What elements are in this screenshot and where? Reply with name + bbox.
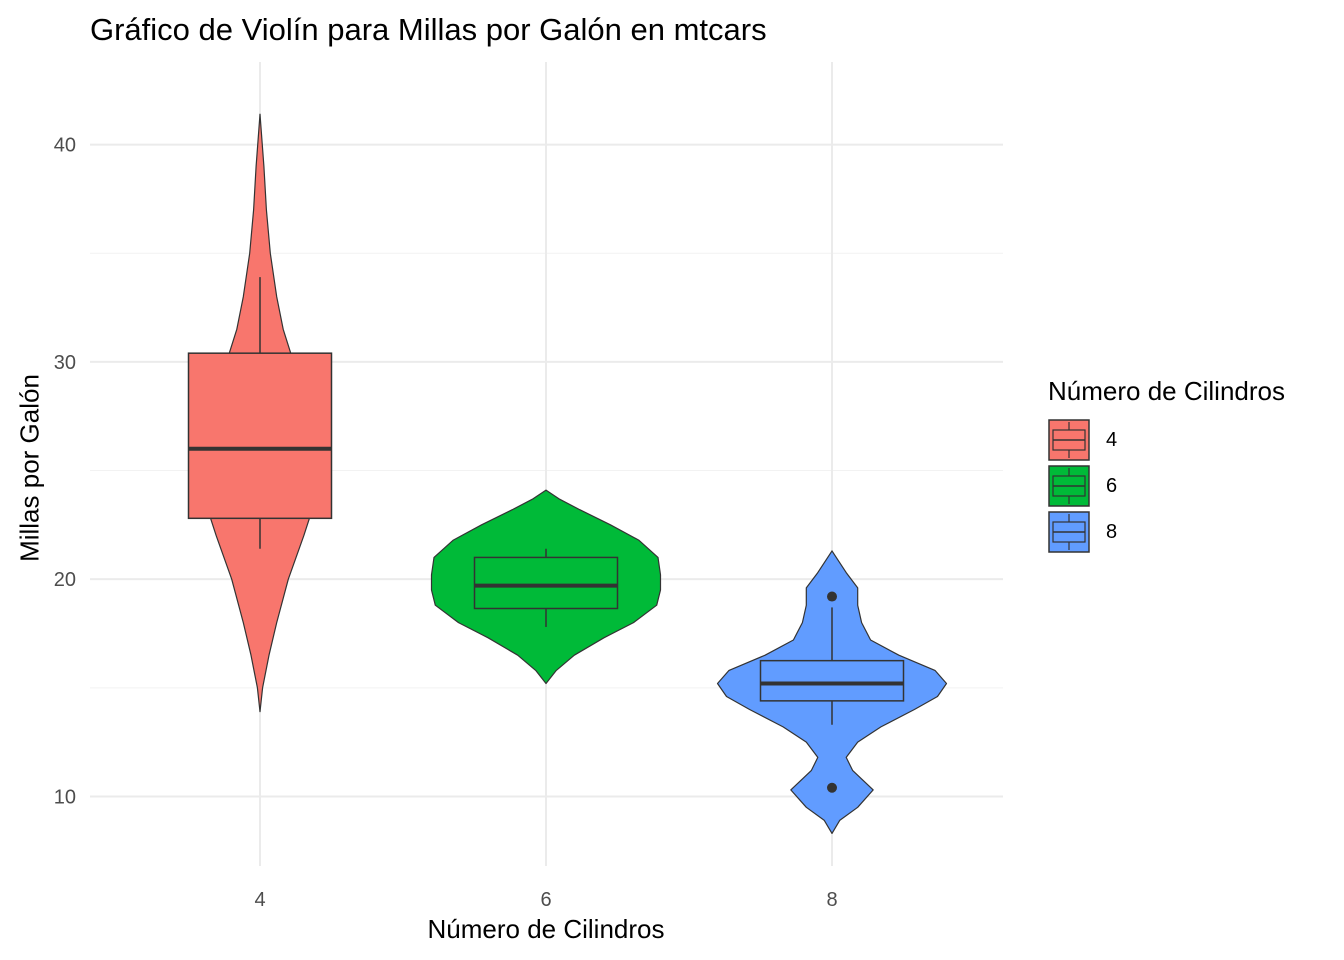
- x-axis-label: Número de Cilindros: [427, 914, 665, 944]
- x-tick-label: 4: [254, 889, 265, 911]
- x-tick-label: 8: [826, 889, 837, 911]
- outlier-point: [827, 591, 837, 602]
- y-tick-label: 20: [54, 569, 76, 591]
- y-tick-label: 30: [54, 352, 76, 374]
- chart-title: Gráfico de Violín para Millas por Galón …: [90, 12, 767, 47]
- y-tick-label: 40: [54, 135, 76, 157]
- legend-label-8: 8: [1106, 520, 1118, 543]
- box-8: [759, 659, 905, 702]
- y-tick-label: 10: [54, 786, 76, 808]
- box-6: [473, 556, 619, 610]
- legend-label-4: 4: [1106, 428, 1118, 451]
- legend-key-8: [1048, 511, 1090, 553]
- legend-key-6: [1048, 465, 1090, 507]
- legend-label-6: 6: [1106, 474, 1118, 497]
- legend-item: 8: [1048, 509, 1285, 555]
- legend-item: 6: [1048, 463, 1285, 509]
- box-4: [187, 352, 333, 520]
- legend-item: 4: [1048, 417, 1285, 463]
- x-tick-label: 6: [540, 889, 551, 911]
- legend: Número de Cilindros 4 6 8: [1048, 376, 1285, 555]
- legend-key-4: [1048, 419, 1090, 461]
- outlier-point: [827, 782, 837, 793]
- legend-title: Número de Cilindros: [1048, 376, 1285, 406]
